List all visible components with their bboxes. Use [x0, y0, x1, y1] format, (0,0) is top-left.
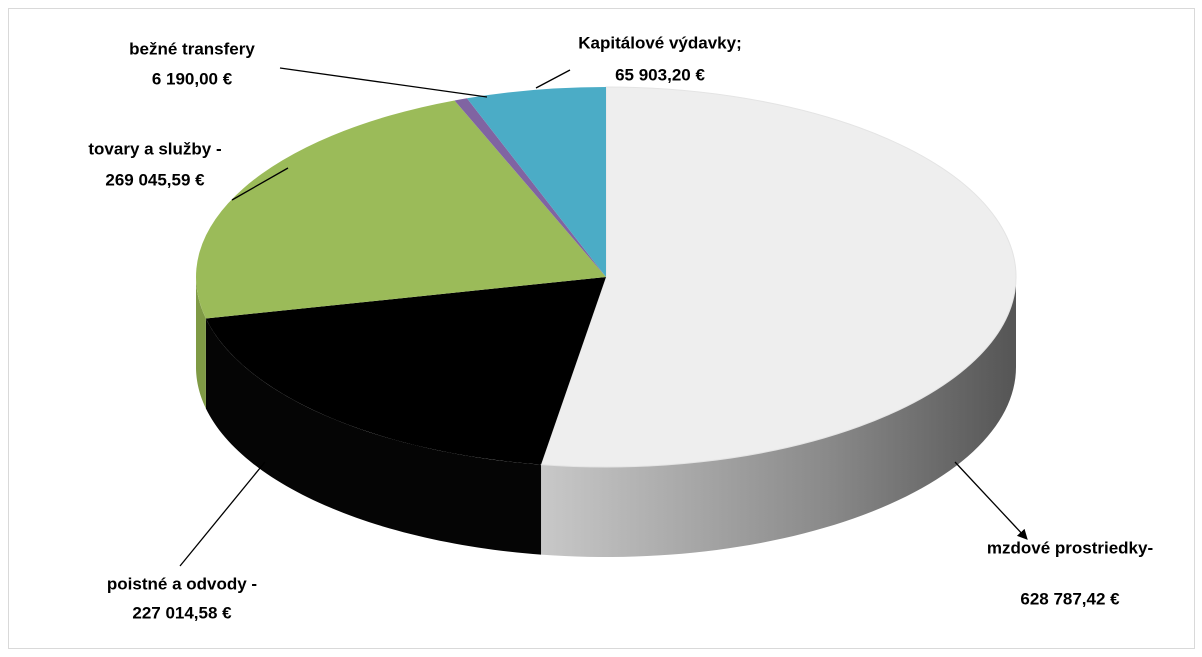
- category-label: poistné a odvody -: [107, 574, 257, 593]
- category-label: bežné transfery: [129, 39, 255, 58]
- slice-side: [205, 318, 542, 555]
- value-label: 65 903,20 €: [615, 65, 705, 84]
- value-label: 628 787,42 €: [1020, 589, 1120, 608]
- leader-line: [279, 67, 488, 98]
- value-label: 269 045,59 €: [105, 170, 205, 189]
- category-label: Kapitálové výdavky;: [578, 33, 741, 52]
- leader-line: [179, 461, 266, 567]
- category-label: tovary a služby -: [88, 139, 221, 158]
- leader-line: [954, 461, 1028, 540]
- pie: [196, 86, 1017, 557]
- slice: [196, 100, 606, 319]
- slice: [540, 86, 1017, 468]
- slice-side: [541, 277, 1016, 557]
- slice: [205, 277, 606, 465]
- value-label: 227 014,58 €: [132, 603, 232, 622]
- slice: [454, 98, 606, 277]
- slice: [466, 87, 606, 277]
- category-label: mzdové prostriedky-: [987, 538, 1153, 557]
- slice-side: [196, 277, 206, 409]
- leader-line: [231, 167, 289, 201]
- value-label: 6 190,00 €: [152, 69, 233, 88]
- leader-line: [535, 69, 571, 89]
